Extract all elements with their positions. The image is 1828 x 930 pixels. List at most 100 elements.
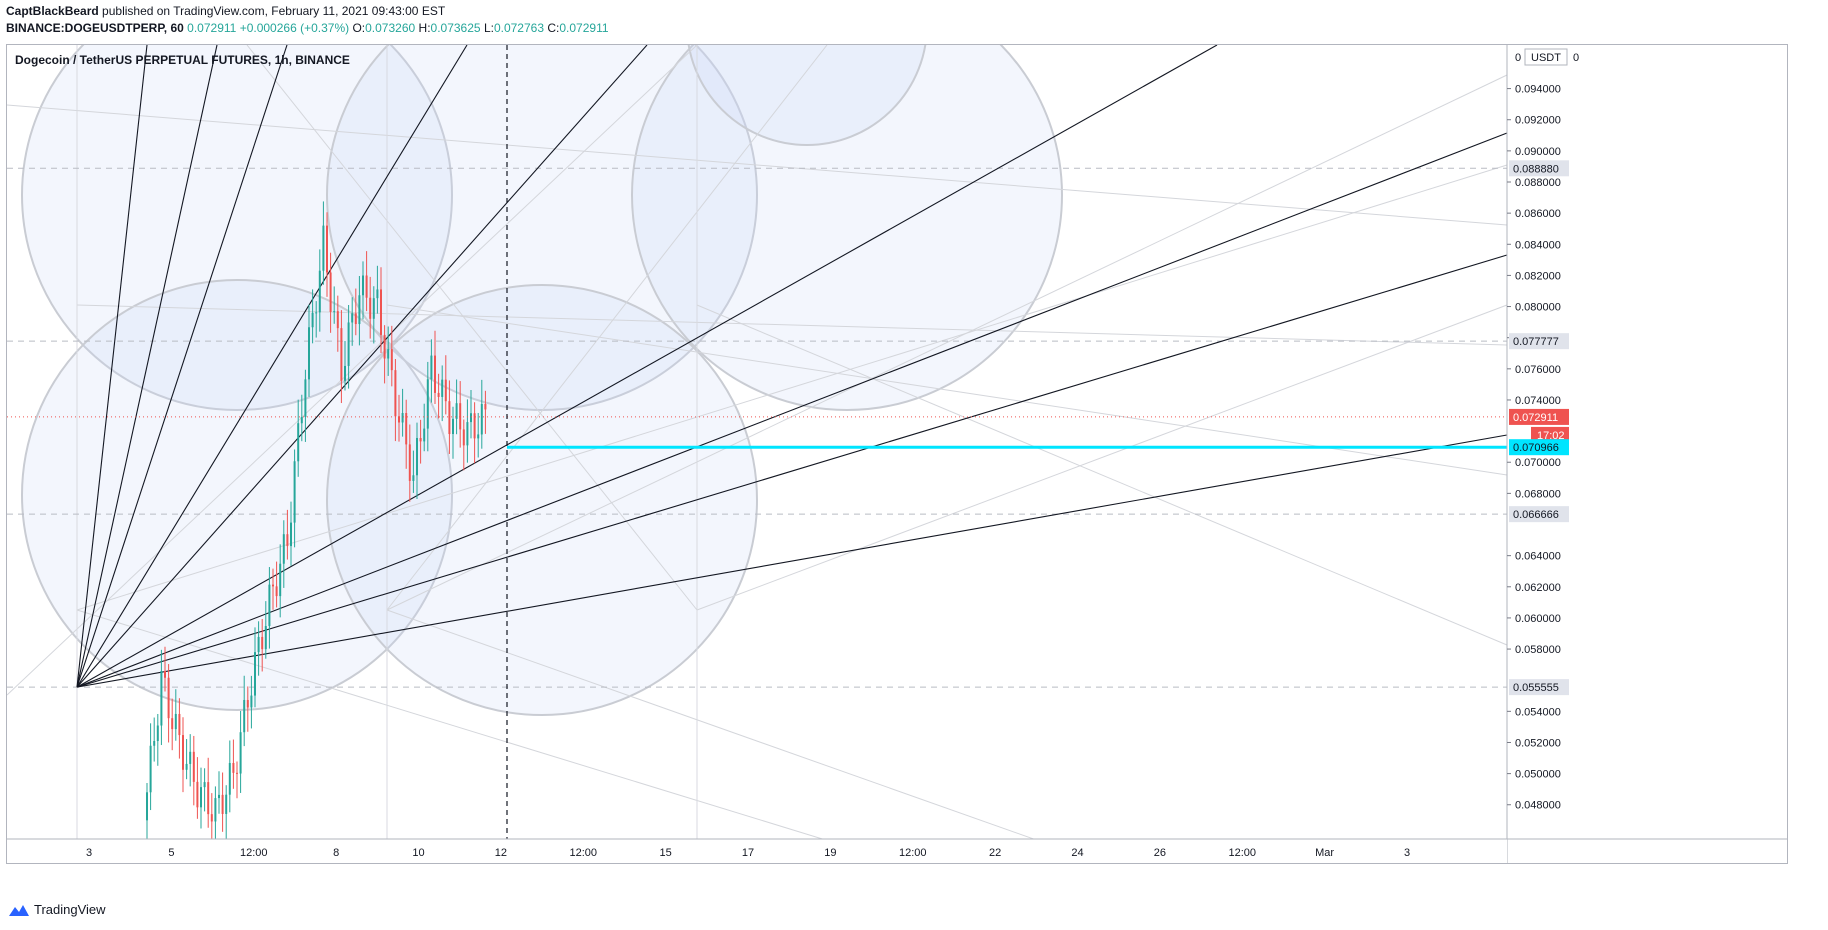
candle-body (336, 311, 339, 329)
level-badge-label: 0.077777 (1513, 336, 1559, 348)
y-tick-label: 0.082000 (1515, 270, 1561, 282)
candle-body (419, 437, 422, 442)
candle-body (426, 379, 429, 429)
y-tick-label: 0.076000 (1515, 364, 1561, 376)
low-value: 0.072763 (493, 21, 545, 35)
y-tick-label: 0.068000 (1515, 488, 1561, 500)
author-name[interactable]: CaptBlackBeard (6, 4, 99, 18)
candle-body (236, 772, 238, 774)
countdown-label: 17:02 (1537, 430, 1565, 442)
level-badge (1509, 333, 1569, 350)
candle-body (232, 762, 235, 773)
candle-body (369, 297, 372, 319)
candle-body (358, 295, 361, 325)
footer-brand[interactable]: TradingView (34, 902, 106, 917)
candle-body (250, 695, 253, 708)
candle-body (462, 429, 465, 446)
candle-body (315, 312, 318, 314)
candle-body (444, 379, 447, 402)
candle-body (192, 751, 195, 782)
candle-body (437, 392, 440, 397)
cyan-level-badge-label: 0.070966 (1513, 442, 1559, 454)
y-tick-label: 0.058000 (1515, 644, 1561, 656)
candle-body (243, 699, 246, 733)
candle-body (408, 444, 411, 481)
y-tick-label: 0.050000 (1515, 769, 1561, 781)
x-tick-label: 8 (333, 847, 339, 859)
fan-line (76, 132, 1508, 688)
gann-circle (631, 45, 1063, 411)
x-tick-label: Mar (1315, 847, 1334, 859)
x-tick-label: 12:00 (569, 847, 597, 859)
chart-canvas[interactable]: 0.094000 0.092000 0.090000 0.088000 0.086000… (7, 45, 1788, 864)
candle-body (164, 670, 166, 678)
candle-body (459, 403, 462, 430)
candle-body (394, 370, 397, 417)
candle-body (268, 584, 271, 627)
candle-body (279, 563, 282, 597)
candle-body (221, 794, 224, 814)
candle-body (300, 417, 303, 424)
fan-line (76, 45, 218, 688)
gann-grid-line (386, 609, 1103, 863)
y-tick-label: 0.048000 (1515, 800, 1561, 812)
x-tick-label: 26 (1154, 847, 1166, 859)
low-label: L: (483, 21, 494, 35)
candle-body (347, 322, 350, 366)
gann-circle (326, 45, 758, 411)
candle-body (304, 379, 307, 418)
y-tick-label: 0.094000 (1515, 84, 1561, 96)
candle-body (214, 798, 217, 822)
tradingview-logo-icon[interactable] (8, 903, 30, 917)
candle-body (146, 792, 148, 821)
candle-body (297, 423, 300, 462)
fan-line (76, 45, 468, 688)
candle-body (293, 461, 296, 523)
candle-body (178, 713, 181, 736)
last-price-badge (1509, 408, 1569, 425)
candle-body (261, 636, 264, 650)
symbol-line: BINANCE:DOGEUSDTPERP, 60 0.072911 +0.000… (6, 21, 609, 35)
open-label: O: (352, 21, 366, 35)
gann-grid-line (76, 609, 903, 863)
candle-body (264, 626, 267, 650)
candle-body (318, 270, 321, 313)
y-tick-label: 0.084000 (1515, 239, 1561, 251)
candle-body (365, 275, 368, 298)
candle-body (416, 437, 418, 476)
candle-body (452, 418, 454, 435)
candle-body (160, 670, 163, 726)
fan-line (76, 434, 1508, 688)
chart-legend-title: Dogecoin / TetherUS PERPETUAL FUTURES, 1… (15, 53, 350, 67)
y-tick-label: 0.052000 (1515, 737, 1561, 749)
y-tick-label: 0.088000 (1515, 177, 1561, 189)
x-tick-label: 19 (824, 847, 836, 859)
y-tick-label: 0.064000 (1515, 551, 1561, 563)
last-price: 0.072911 (187, 21, 237, 35)
candle-body (362, 275, 364, 296)
close-value: 0.072911 (559, 21, 609, 35)
level-badge (1509, 160, 1569, 177)
close-label: C: (547, 21, 560, 35)
candle-body (326, 225, 328, 273)
candle-body (203, 782, 206, 788)
x-tick-label: 3 (86, 847, 92, 859)
x-tick-label: 12:00 (899, 847, 927, 859)
candle-body (182, 735, 184, 770)
candle-body (239, 732, 242, 774)
currency-zero-label: 0 (1573, 52, 1579, 64)
last-price-badge-label: 0.072911 (1513, 412, 1558, 424)
candle-body (311, 312, 314, 328)
candle-body (333, 311, 336, 313)
y-tick-label: 0.062000 (1515, 582, 1561, 594)
candle-body (290, 522, 292, 547)
level-badge (1509, 506, 1569, 523)
candle-body (405, 413, 408, 445)
y-tick-label: 0.074000 (1515, 395, 1561, 407)
candle-body (286, 534, 289, 547)
chart-pane[interactable]: 0.094000 0.092000 0.090000 0.088000 0.086000… (6, 44, 1788, 864)
candle-body (218, 794, 220, 799)
candle-body (412, 475, 415, 481)
candle-body (390, 349, 393, 371)
candle-body (308, 327, 310, 380)
